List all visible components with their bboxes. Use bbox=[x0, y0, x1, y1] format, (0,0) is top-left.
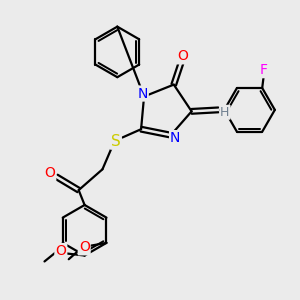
Text: N: N bbox=[137, 86, 148, 100]
Text: O: O bbox=[56, 244, 66, 258]
Text: F: F bbox=[260, 63, 268, 77]
Text: N: N bbox=[170, 131, 181, 145]
Text: O: O bbox=[177, 50, 188, 63]
Text: S: S bbox=[111, 134, 121, 148]
Text: O: O bbox=[44, 166, 55, 180]
Text: H: H bbox=[220, 106, 230, 119]
Text: O: O bbox=[79, 240, 90, 254]
